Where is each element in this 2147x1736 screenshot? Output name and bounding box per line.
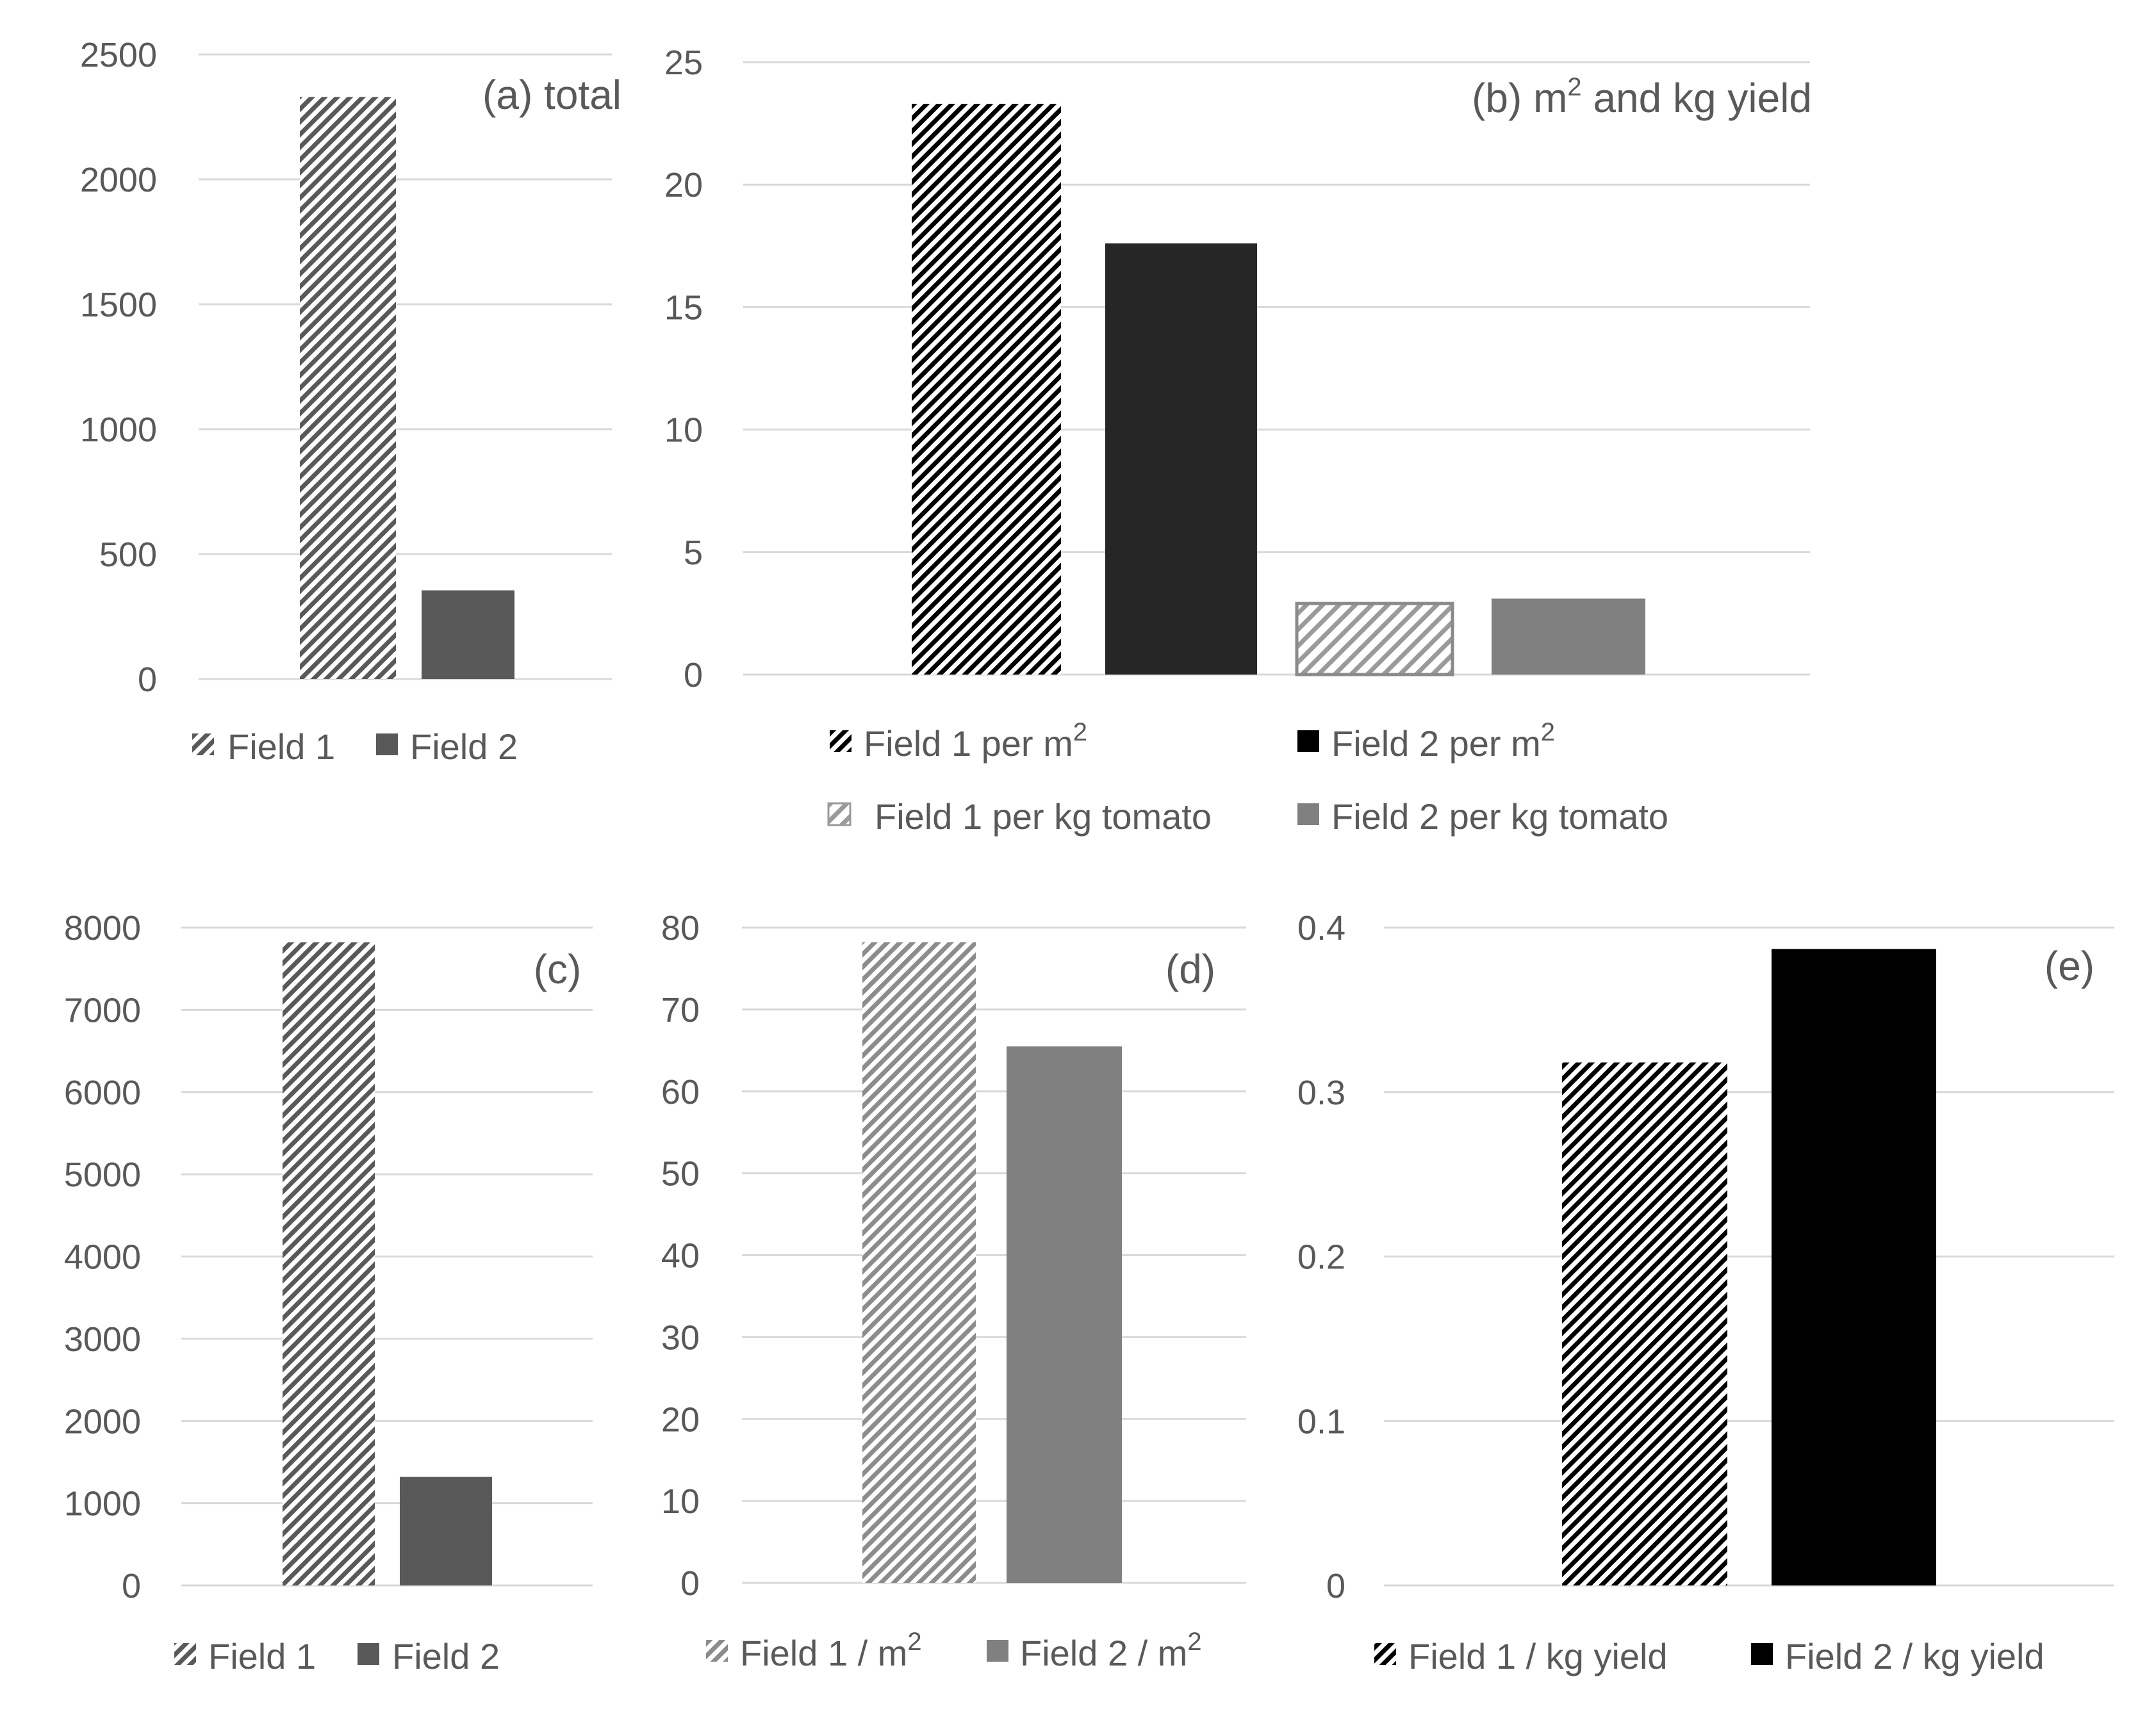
legend-swatch [376,733,398,755]
panel-title: (b) m2 and kg yield [1472,73,1812,121]
y-tick-label: 0 [684,656,703,694]
legend-swatch [827,802,851,826]
bar [912,104,1061,675]
legend-label: Field 1 / m2 [740,1628,922,1673]
panel-a: 0 500 1000 1500 2000 2500 (a) total Field 1 Fiel… [80,36,621,767]
legend-label: Field 2 / m2 [1020,1628,1202,1673]
bar [400,1477,492,1585]
y-tick-label: 2000 [80,161,157,199]
legend-label: Field 2 [410,726,518,767]
y-tick-label: 7000 [64,991,141,1029]
y-tick-label: 1500 [80,286,157,324]
y-tick-label: 5000 [64,1156,141,1194]
bar [862,942,976,1583]
legend-swatch [358,1643,379,1665]
y-tick-label: 0.3 [1297,1074,1345,1112]
legend-label: Field 1 per m2 [864,718,1087,764]
legend-swatch [1297,803,1319,825]
y-tick-label: 70 [661,991,700,1029]
y-tick-label: 0.4 [1297,909,1345,947]
panel-c: 0 1000 2000 3000 4000 5000 6000 7000 8000 (c) Fiel… [64,909,593,1676]
bar [1105,243,1257,675]
legend-swatch [1297,730,1319,752]
y-tick-label: 8000 [64,909,141,947]
y-tick-label: 20 [664,166,703,204]
legend-label: Field 1 per kg tomato [875,796,1212,837]
bar [1772,949,1936,1585]
y-tick-label: 60 [661,1073,700,1111]
legend-swatch [1374,1643,1396,1665]
panel-e: 0 0.1 0.2 0.3 0.4 (e) Field 1 / kg yield Field … [1297,909,2114,1676]
legend-label: Field 2 per kg tomato [1331,796,1668,837]
y-tick-label: 0.2 [1297,1238,1345,1277]
y-tick-label: 5 [684,534,703,572]
panel-title: (c) [534,946,582,992]
legend-label: Field 2 / kg yield [1785,1636,2044,1676]
y-tick-label: 40 [661,1237,700,1275]
y-tick-label: 80 [661,909,700,947]
panel-title: (a) total [482,72,621,118]
y-tick-label: 0 [680,1564,700,1603]
y-tick-label: 2000 [64,1402,141,1441]
y-tick-label: 0.1 [1297,1402,1345,1441]
bar [283,942,375,1585]
y-tick-label: 15 [664,288,703,327]
y-tick-label: 3000 [64,1320,141,1359]
y-tick-label: 10 [664,411,703,450]
y-tick-label: 500 [99,536,157,574]
legend-swatch [706,1640,728,1662]
y-tick-label: 6000 [64,1074,141,1112]
legend-label: Field 2 per m2 [1331,718,1555,764]
bar [422,590,514,679]
panel-title: (d) [1165,946,1215,992]
legend-label: Field 1 [208,1636,316,1676]
legend-swatch [174,1643,196,1665]
legend-label: Field 2 [392,1636,500,1676]
y-tick-label: 20 [661,1400,700,1439]
legend-swatch [192,733,214,755]
y-tick-label: 0 [122,1567,141,1605]
y-tick-label: 0 [1326,1567,1345,1605]
panel-d: 0 10 20 30 40 50 60 70 80 (d) Field 1 / m2 Field 2 … [661,909,1246,1673]
bar [1007,1046,1122,1583]
legend-swatch [1751,1643,1773,1665]
bar [1562,1062,1727,1585]
bar [1295,602,1454,676]
y-tick-label: 0 [138,660,157,699]
y-tick-label: 1000 [64,1485,141,1523]
legend-swatch [987,1640,1008,1662]
y-tick-label: 4000 [64,1238,141,1277]
panel-b: 0 5 10 15 20 25 (b) m2 and kg yield Field 1 per… [664,44,1812,837]
y-tick-label: 1000 [80,411,157,449]
panel-title: (e) [2044,943,2094,989]
bar [1492,598,1645,675]
y-tick-label: 50 [661,1155,700,1193]
legend-swatch [830,730,851,752]
bar [300,97,396,680]
y-tick-label: 30 [661,1318,700,1357]
y-tick-label: 2500 [80,36,157,74]
y-tick-label: 25 [664,44,703,82]
legend-label: Field 1 [227,726,335,767]
legend-label: Field 1 / kg yield [1408,1636,1668,1676]
y-tick-label: 10 [661,1482,700,1521]
